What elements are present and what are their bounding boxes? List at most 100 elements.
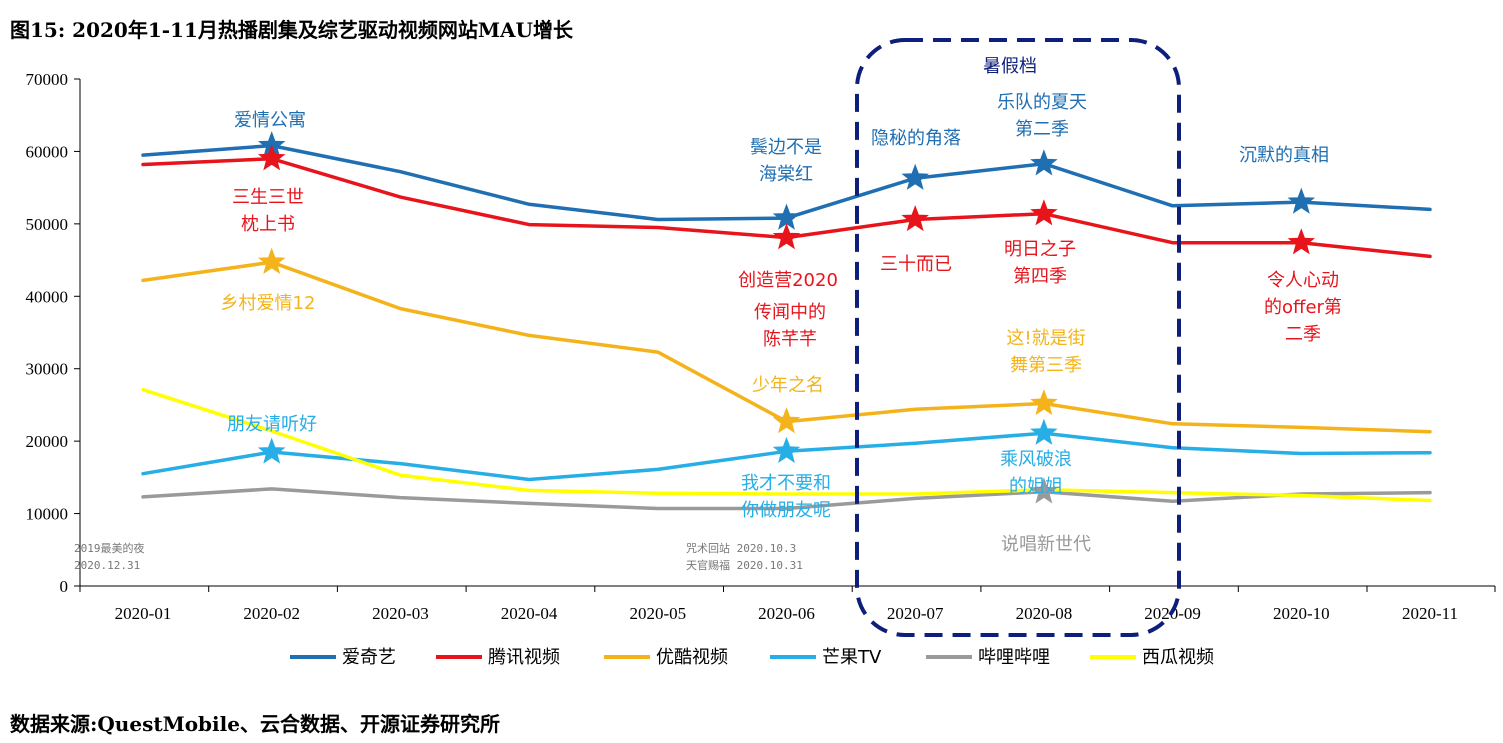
y-tick-label: 40000 <box>26 287 69 306</box>
annotation-label: 鬓边不是海棠红 <box>750 136 822 185</box>
annotation-label: 乡村爱情12 <box>221 293 316 314</box>
annotation-line: 陈芊芊 <box>763 329 817 350</box>
star-markers <box>257 131 1316 504</box>
star-marker <box>257 437 286 464</box>
x-tick-label: 2020-08 <box>1016 604 1073 623</box>
annotation-line: 舞第三季 <box>1010 355 1082 376</box>
source-note: 数据来源:QuestMobile、云合数据、开源证券研究所 <box>10 712 500 736</box>
series-lines <box>141 143 1432 511</box>
summer-highlight: 暑假档 <box>855 38 1181 637</box>
annotation-line: 我才不要和 <box>741 473 831 494</box>
annotation-label: 我才不要和你做朋友呢 <box>741 473 831 521</box>
x-tick-label: 2020-04 <box>501 604 558 623</box>
star-marker <box>1030 477 1058 504</box>
legend-label: 西瓜视频 <box>1142 647 1214 668</box>
star-marker <box>901 163 929 190</box>
annotation-line: 传闻中的 <box>754 302 826 323</box>
small-note: 2019最美的夜 <box>74 541 145 555</box>
star-marker <box>772 223 801 250</box>
star-marker <box>1030 418 1058 445</box>
x-tick-label: 2020-07 <box>887 604 944 623</box>
summer-highlight-box <box>855 38 1181 637</box>
y-tick-label: 20000 <box>26 432 69 451</box>
annotation-label: 少年之名 <box>752 375 824 396</box>
annotation-line: 这!就是街 <box>1006 328 1085 349</box>
annotation-line: 乘风破浪 <box>1000 449 1072 470</box>
star-marker <box>1030 389 1058 416</box>
annotation-line: 隐秘的角落 <box>871 128 961 149</box>
star-marker <box>1287 228 1316 255</box>
annotation-line: 枕上书 <box>241 214 295 235</box>
annotation-line: 沉默的真相 <box>1239 145 1329 166</box>
annotation-label: 传闻中的陈芊芊 <box>754 302 826 350</box>
annotation-line: 的offer第 <box>1264 297 1342 318</box>
annotation-line: 爱情公寓 <box>234 110 306 131</box>
annotation-line: 乐队的夏天 <box>997 92 1087 113</box>
annotation-line: 三十而已 <box>880 254 952 275</box>
x-tick-label: 2020-10 <box>1273 604 1330 623</box>
star-marker <box>772 407 801 434</box>
annotation-line: 明日之子 <box>1004 239 1076 260</box>
annotation-line: 少年之名 <box>752 375 824 396</box>
legend: 爱奇艺 腾讯视频 优酷视频 芒果TV 哔哩哔哩 西瓜视频 <box>290 647 1214 668</box>
annotation-label: 三生三世枕上书 <box>232 187 304 235</box>
x-tick-label: 2020-06 <box>758 604 815 623</box>
annotation-label: 朋友请听好 <box>227 414 317 435</box>
annotation-label: 说唱新世代 <box>1001 534 1091 555</box>
annotation-label: 明日之子第四季 <box>1004 239 1076 287</box>
annotation-line: 你做朋友呢 <box>741 500 831 521</box>
annotation-line: 的姐姐 <box>1009 476 1063 497</box>
x-tick-label: 2020-11 <box>1402 604 1458 623</box>
star-marker <box>772 436 801 463</box>
legend-label: 芒果TV <box>822 647 882 668</box>
annotation-line: 第四季 <box>1013 266 1067 287</box>
annotation-label: 这!就是街舞第三季 <box>1006 328 1085 376</box>
annotation-label: 三十而已 <box>880 254 952 275</box>
star-marker <box>257 247 286 274</box>
annotation-line: 鬓边不是 <box>750 136 822 158</box>
y-tick-label: 50000 <box>26 215 69 234</box>
annotation-line: 令人心动 <box>1267 270 1339 291</box>
annotation-label: 沉默的真相 <box>1239 145 1329 166</box>
series-line-5 <box>141 387 1432 503</box>
annotation-line: 第二季 <box>1015 119 1069 140</box>
figure-title: 图15: 2020年1-11月热播剧集及综艺驱动视频网站MAU增长 <box>10 18 573 42</box>
small-note: 2020.12.31 <box>74 559 140 572</box>
x-tick-label: 2020-03 <box>372 604 429 623</box>
y-tick-label: 70000 <box>26 70 69 89</box>
annotation-line: 乡村爱情12 <box>221 293 316 314</box>
y-tick-label: 60000 <box>26 142 69 161</box>
legend-label: 腾讯视频 <box>488 647 560 668</box>
x-tick-label: 2020-02 <box>243 604 300 623</box>
annotation-label: 令人心动的offer第二季 <box>1264 270 1342 345</box>
annotation-label: 爱情公寓 <box>234 110 306 131</box>
y-tick-label: 0 <box>60 577 69 596</box>
annotation-label: 创造营2020 <box>738 270 838 291</box>
annotation-line: 说唱新世代 <box>1001 534 1091 555</box>
annotation-line: 朋友请听好 <box>227 414 317 435</box>
star-marker <box>1287 187 1316 214</box>
y-tick-label: 30000 <box>26 360 69 379</box>
star-marker <box>1030 199 1058 226</box>
small-notes: 2019最美的夜 2020.12.31 咒术回站 2020.10.3 天官赐福 202… <box>74 541 803 572</box>
annotation-line: 创造营2020 <box>738 270 838 291</box>
legend-label: 哔哩哔哩 <box>978 647 1050 668</box>
star-marker <box>901 205 929 232</box>
legend-label: 爱奇艺 <box>342 647 396 668</box>
annotation-line: 三生三世 <box>232 187 304 208</box>
annotation-label: 隐秘的角落 <box>871 128 961 149</box>
axes: 0 10000 20000 30000 40000 50000 60000 70000 2020… <box>26 70 1496 623</box>
annotation-label: 乐队的夏天第二季 <box>997 92 1087 140</box>
summer-highlight-label: 暑假档 <box>983 56 1037 77</box>
legend-label: 优酷视频 <box>656 647 728 668</box>
small-note: 咒术回站 2020.10.3 <box>686 541 796 555</box>
y-tick-label: 10000 <box>26 505 69 524</box>
annotation-line: 二季 <box>1285 324 1321 345</box>
annotation-label: 乘风破浪的姐姐 <box>1000 449 1072 497</box>
annotation-line: 海棠红 <box>759 164 813 185</box>
star-marker <box>1030 149 1058 176</box>
small-note: 天官赐福 2020.10.31 <box>686 558 803 572</box>
series-line-4 <box>141 487 1432 511</box>
